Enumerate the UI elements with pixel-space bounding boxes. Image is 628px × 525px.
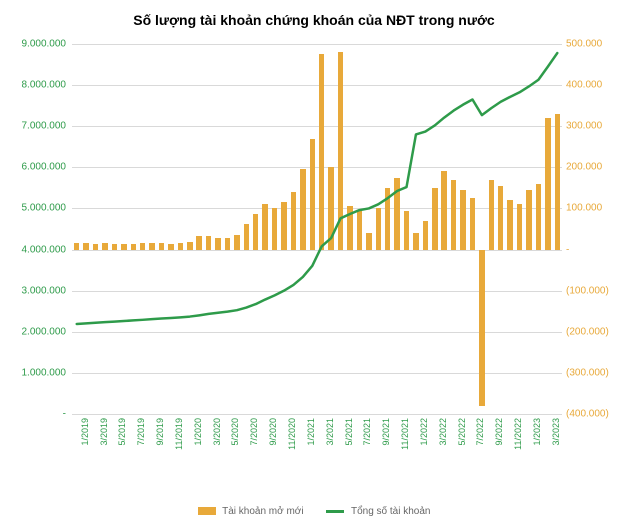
x-tick-label: 9/2020 [268,418,278,446]
legend-item-bars: Tài khoản mở mới [198,506,304,517]
x-tick-label: 11/2019 [174,418,184,450]
x-tick-label: 9/2019 [155,418,165,446]
x-tick-label: 3/2022 [438,418,448,446]
legend-item-line: Tổng số tài khoản [326,506,430,517]
x-tick-label: 11/2022 [513,418,523,450]
y-right-tick: 200.000 [566,162,622,173]
y-right-tick: (100.000) [566,285,622,296]
legend: Tài khoản mở mới Tổng số tài khoản [0,506,628,517]
chart-title: Số lượng tài khoản chứng khoán của NĐT t… [0,12,628,28]
y-left-tick: 9.000.000 [6,39,66,50]
y-left-tick: - [6,409,66,420]
y-left-tick: 3.000.000 [6,285,66,296]
x-tick-label: 9/2022 [494,418,504,446]
y-right-tick: (400.000) [566,409,622,420]
y-right-tick: (200.000) [566,326,622,337]
y-left-tick: 2.000.000 [6,326,66,337]
x-tick-label: 5/2019 [117,418,127,446]
x-tick-label: 1/2019 [80,418,90,446]
y-right-tick: (300.000) [566,367,622,378]
y-left-tick: 1.000.000 [6,367,66,378]
x-tick-label: 1/2023 [532,418,542,446]
x-tick-label: 1/2022 [419,418,429,446]
line-series [72,44,562,414]
y-left-tick: 8.000.000 [6,80,66,91]
y-right-tick: 400.000 [566,80,622,91]
x-tick-label: 5/2020 [230,418,240,446]
x-tick-label: 3/2023 [551,418,561,446]
x-tick-label: 3/2020 [212,418,222,446]
x-tick-label: 3/2019 [99,418,109,446]
x-tick-label: 1/2021 [306,418,316,446]
y-left-tick: 5.000.000 [6,203,66,214]
x-tick-label: 7/2019 [136,418,146,446]
x-tick-label: 7/2021 [362,418,372,446]
y-right-tick: - [566,244,622,255]
y-left-tick: 6.000.000 [6,162,66,173]
x-tick-label: 3/2021 [325,418,335,446]
line-swatch-icon [326,510,344,513]
x-tick-label: 1/2020 [193,418,203,446]
plot-area: 1/20193/20195/20197/20199/201911/20191/2… [72,44,562,414]
y-right-tick: 300.000 [566,121,622,132]
legend-line-label: Tổng số tài khoản [351,506,431,517]
x-tick-label: 11/2021 [400,418,410,450]
x-tick-label: 5/2021 [344,418,354,446]
x-tick-label: 7/2020 [249,418,259,446]
x-tick-label: 5/2022 [457,418,467,446]
line-path [77,53,558,324]
x-tick-label: 11/2020 [287,418,297,450]
y-right-tick: 500.000 [566,39,622,50]
x-tick-label: 9/2021 [381,418,391,446]
chart-container: Số lượng tài khoản chứng khoán của NĐT t… [0,0,628,525]
y-right-tick: 100.000 [566,203,622,214]
y-left-tick: 4.000.000 [6,244,66,255]
x-tick-label: 7/2022 [475,418,485,446]
bar-swatch-icon [198,507,216,515]
legend-bar-label: Tài khoản mở mới [222,506,303,517]
y-left-tick: 7.000.000 [6,121,66,132]
